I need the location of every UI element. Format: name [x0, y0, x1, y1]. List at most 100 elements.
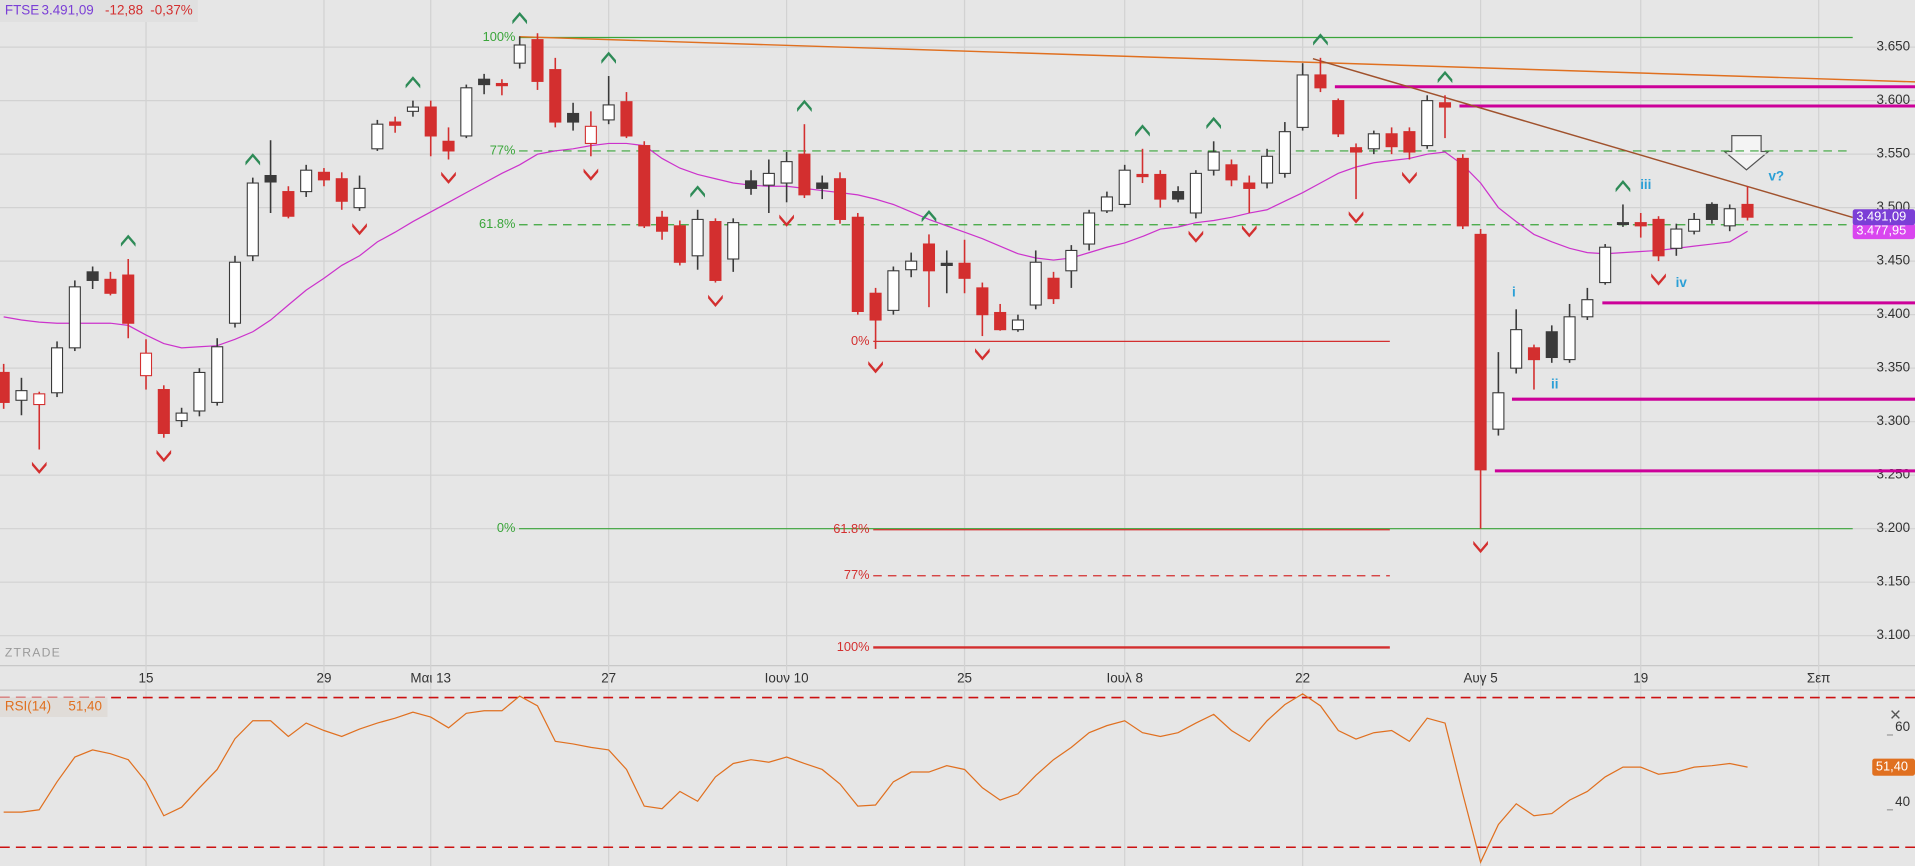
trendline [519, 35, 1915, 83]
candle-body [1581, 299, 1594, 318]
x-tick-label: 15 [139, 671, 154, 686]
candle-body [478, 78, 491, 86]
candle-body [905, 260, 918, 271]
x-tick-label: Ιουλ 8 [1106, 671, 1142, 686]
candle-body [1705, 203, 1718, 220]
candle-body [1243, 182, 1256, 189]
candle-body [228, 261, 242, 324]
candle-body [371, 123, 384, 150]
candle-body [1403, 131, 1416, 153]
candle-body [246, 182, 259, 257]
candle-body [1599, 246, 1612, 284]
fractal-down [352, 223, 367, 236]
y-tick-label: 3.150 [1877, 574, 1911, 589]
candle-body [1083, 212, 1096, 245]
fractal-down [779, 214, 794, 227]
fib-label: 0% [851, 333, 870, 348]
candle-body [0, 371, 10, 403]
fractal-up [1437, 70, 1453, 84]
fractal-up [1313, 33, 1328, 46]
candle-body [1527, 347, 1541, 361]
candle-body [1065, 249, 1078, 272]
candle-body [709, 221, 722, 281]
wave-label: v? [1768, 169, 1784, 184]
fib-label: 77% [490, 142, 516, 157]
candle-body [104, 278, 117, 294]
candle-body [1225, 164, 1238, 181]
candle-body [727, 222, 740, 260]
fractal-up [690, 185, 705, 198]
candle-body [584, 125, 597, 144]
candle-body [193, 371, 206, 412]
rsi-header-box [0, 697, 108, 717]
price-badge-label: 3.477,95 [1856, 223, 1906, 238]
candle-body [353, 187, 366, 209]
candle-body [406, 106, 419, 112]
fractal-down [156, 449, 172, 463]
candle-body [1261, 155, 1274, 184]
candle-body [1349, 147, 1363, 153]
candle-body [940, 262, 953, 266]
candle-body [1118, 169, 1131, 205]
y-tick-label: 3.450 [1877, 253, 1911, 268]
candle-body [68, 286, 81, 349]
fractal-up [405, 76, 421, 89]
candle-body [1278, 131, 1291, 174]
y-tick-label: 3.350 [1877, 360, 1911, 375]
x-tick-label: 29 [316, 671, 331, 686]
candle-body [1563, 316, 1576, 361]
fractal-up [512, 12, 528, 25]
candle-body [1136, 173, 1149, 178]
candle-body [780, 161, 793, 184]
candle-body [1741, 203, 1754, 218]
fractal-down [975, 348, 990, 361]
candle-body [495, 82, 508, 87]
x-tick-label: Ιουν 10 [765, 671, 809, 686]
candle-body [1314, 74, 1327, 89]
candle-body [638, 145, 651, 227]
candle-body [531, 39, 544, 82]
candle-body [1189, 172, 1202, 214]
last-price: 3.491,09 [42, 3, 94, 18]
candle-body [460, 87, 473, 137]
y-tick-label: 3.200 [1877, 520, 1911, 535]
y-tick-label: 3.600 [1877, 92, 1911, 107]
candle-body [157, 389, 170, 434]
fractal-up [797, 99, 812, 112]
y-tick-label: 3.100 [1877, 627, 1911, 642]
candle-body [1100, 196, 1113, 212]
fractal-up [1206, 116, 1222, 130]
fractal-up [921, 209, 937, 223]
x-tick-label: 19 [1633, 671, 1648, 686]
candle-body [549, 69, 562, 123]
y-tick-label: 3.300 [1877, 413, 1911, 428]
fractal-up [245, 153, 261, 166]
fractal-down [1651, 273, 1666, 286]
rsi-value: 51,40 [68, 699, 102, 714]
candle-body [833, 178, 847, 220]
price-badge [1852, 209, 1915, 226]
candle-body [816, 182, 829, 189]
wave-label: iv [1676, 275, 1688, 290]
candle-body [442, 140, 455, 152]
candle-body [1456, 157, 1469, 227]
candle-body [958, 262, 971, 279]
fractal-down [441, 171, 456, 184]
candle-body [1510, 329, 1523, 369]
close-panel-button[interactable]: × [1890, 704, 1901, 726]
candle-body [389, 121, 402, 126]
candle-body [691, 218, 704, 257]
candle-body [602, 104, 615, 121]
candle-body [15, 390, 28, 401]
candle-body [51, 347, 64, 394]
candle-body [1688, 218, 1701, 232]
fractal-up [120, 234, 136, 247]
candle-body [1616, 222, 1629, 226]
candle-body [424, 106, 437, 137]
candle-body [620, 101, 633, 137]
fractal-up [601, 51, 616, 64]
candle-body [976, 287, 989, 316]
candle-body [300, 169, 313, 193]
